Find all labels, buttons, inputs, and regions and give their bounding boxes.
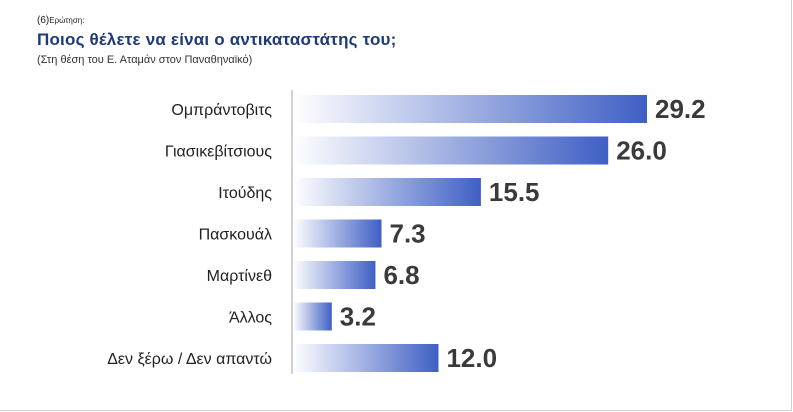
value-label: 26.0 (616, 136, 667, 166)
value-label: 15.5 (489, 177, 540, 207)
chart-header: (6)Ερώτηση: Ποιος θέλετε να είναι ο αντι… (37, 15, 397, 66)
category-label: Δεν ξέρω / Δεν απαντώ (107, 351, 272, 368)
bar (293, 261, 376, 289)
value-label: 12.0 (446, 343, 497, 373)
value-label: 29.2 (655, 94, 706, 124)
bar (293, 344, 439, 372)
question-label: (6)Ερώτηση: (37, 15, 397, 26)
category-label: Ιτούδης (218, 185, 272, 202)
chart-subtitle: (Στη θέση του Ε. Αταμάν στον Παναθηναϊκό… (37, 54, 253, 66)
bar (293, 136, 609, 165)
chart-title: Ποιος θέλετε να είναι ο αντικαταστάτης τ… (37, 30, 397, 49)
bar (293, 302, 332, 331)
value-label: 6.8 (383, 260, 419, 290)
value-label: 3.2 (340, 302, 376, 332)
value-label: 7.3 (390, 219, 426, 249)
category-label: Ομπράντοβιτς (171, 102, 272, 119)
category-label: Μαρτίνεθ (207, 268, 272, 285)
question-number: (6) (37, 15, 50, 26)
category-label: Πασκουάλ (199, 227, 272, 244)
bar (293, 95, 647, 123)
bar (293, 178, 481, 206)
category-label: Γιασικεβίτσιους (165, 144, 272, 161)
category-label: Άλλος (229, 310, 272, 327)
question-word: Ερώτηση: (49, 16, 85, 25)
bar (293, 219, 382, 248)
